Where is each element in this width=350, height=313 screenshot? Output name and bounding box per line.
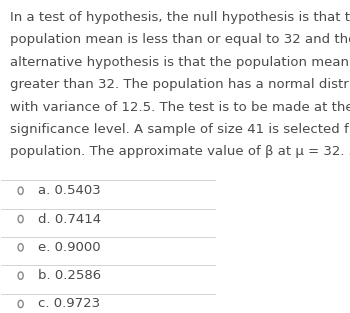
Text: e. 0.9000: e. 0.9000 — [38, 241, 100, 254]
Text: c. 0.9723: c. 0.9723 — [38, 297, 100, 310]
Text: alternative hypothesis is that the population mean is: alternative hypothesis is that the popul… — [10, 56, 350, 69]
Text: significance level. A sample of size 41 is selected from this: significance level. A sample of size 41 … — [10, 123, 350, 136]
Text: b. 0.2586: b. 0.2586 — [38, 269, 101, 282]
Text: with variance of 12.5. The test is to be made at the 10%: with variance of 12.5. The test is to be… — [10, 100, 350, 114]
Text: In a test of hypothesis, the null hypothesis is that the: In a test of hypothesis, the null hypoth… — [10, 11, 350, 23]
Text: population mean is less than or equal to 32 and the: population mean is less than or equal to… — [10, 33, 350, 46]
Text: d. 0.7414: d. 0.7414 — [38, 213, 101, 226]
Text: greater than 32. The population has a normal distribution: greater than 32. The population has a no… — [10, 78, 350, 91]
Text: population. The approximate value of β at μ = 32. 35 is: population. The approximate value of β a… — [10, 146, 350, 158]
Text: a. 0.5403: a. 0.5403 — [38, 184, 100, 197]
